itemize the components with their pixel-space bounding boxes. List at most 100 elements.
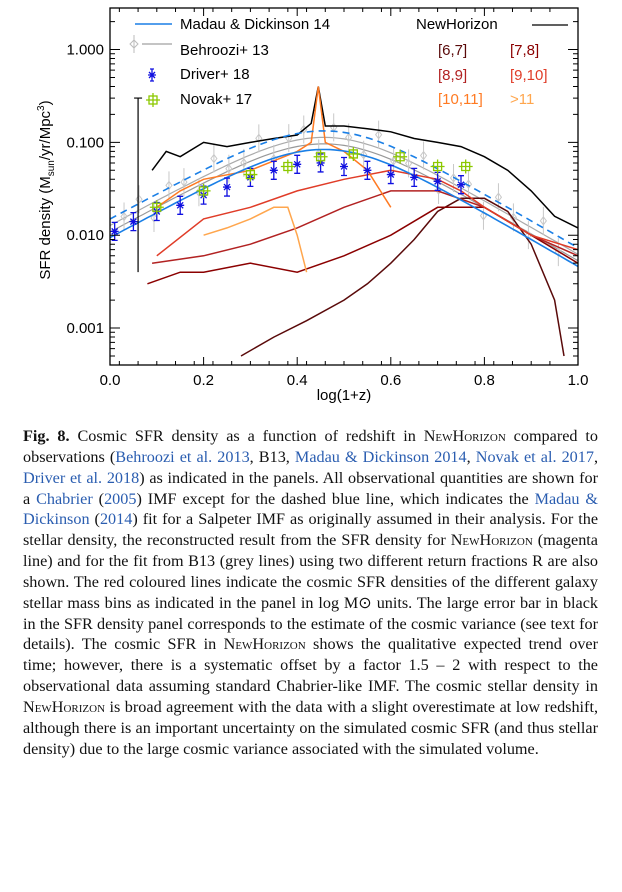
legend-driver-marker [148,68,156,82]
axes: 0.0 0.2 0.4 0.6 0.8 1.0 1.000 0.100 0.010 0.001 [66,8,588,389]
series-line-910 [156,169,578,257]
x-tick-label: 1.0 [568,372,589,389]
driver-point [176,195,185,215]
legend-novak-marker [146,93,160,107]
x-tick-label: 0.4 [287,372,308,389]
behroozi-point [464,170,473,199]
caption-text: , B13, [249,447,295,466]
novak-point [346,146,361,161]
caption-newhorizon: NewHorizon [223,635,306,654]
plot-area [110,86,578,357]
driver-point [293,154,302,174]
series-line-67 [240,197,565,357]
legend-novak-box [148,95,158,105]
driver-point [363,160,372,180]
y-tick-label: 0.010 [66,227,104,244]
ref-madau[interactable]: Madau & Dickinson [23,489,599,529]
novak-point [393,149,408,164]
driver-point [223,177,231,197]
behroozi-point [539,206,547,235]
behroozi-point [165,171,173,200]
novak-point [243,167,258,182]
y-tick-label: 0.100 [66,134,104,151]
behroozi-point [210,144,218,173]
behroozi-point [180,168,188,197]
x-tick-label: 0.6 [380,372,401,389]
legend: Madau & Dickinson 14 Behroozi+ 13 Driver… [129,16,568,108]
driver-point [433,171,442,192]
y-tick-label: 0.001 [66,320,104,337]
series-line-NewHorizon [151,86,578,229]
driver-point [340,156,348,177]
behroozi-fit-line [110,136,578,255]
plot-frame [109,7,579,366]
novak-point [280,159,295,174]
legend-bin-8-9: [8,9] [438,67,467,84]
caption-label: Fig. 8. [23,427,70,445]
behroozi-point [120,202,128,231]
legend-bin-10-11: [10,11] [438,91,483,108]
driver-point [269,160,278,180]
behroozi-point [375,120,383,149]
series-line-11 [203,206,308,273]
legend-driver: Driver+ 18 [180,66,250,83]
driver-point [110,221,119,242]
y-tick-label: 1.000 [66,42,104,59]
legend-newhorizon: NewHorizon [416,16,498,33]
series-line-89 [151,190,578,264]
caption-text: is broad agreement with the data with a … [23,697,598,758]
caption-text: Cosmic SFR density as a function of reds… [69,427,424,445]
novak-point [430,159,445,174]
caption-newhorizon: NewHorizon [23,697,106,716]
sfr-density-chart: 0.0 0.2 0.4 0.6 0.8 1.0 1.000 0.100 0.010 0.001 l… [36,7,588,404]
behroozi-point [345,123,353,152]
driver-point [457,175,465,195]
caption-newhorizon: NewHorizon [450,531,533,550]
madau-salpeter-dashed-line [110,130,578,249]
behroozi-point [135,185,143,214]
legend-bin-gt11: >11 [510,91,534,108]
novak-point [196,183,211,198]
caption-text: compared to observations ( [23,427,598,466]
caption-text: ) fit for a Salpeter IMF as originally a… [23,510,599,550]
legend-bin-9-10: [9,10] [510,67,548,84]
series-group [110,86,578,357]
caption-newhorizon: NewHorizon [423,427,506,445]
legend-bin-7-8: [7,8] [510,42,539,59]
ref-chabrier[interactable]: Chabrier [36,489,93,508]
ref-madau-2014[interactable]: Madau & Dickinson 2014 [294,447,467,466]
ref-behroozi-2013[interactable]: Behroozi et al. 2013 [115,447,250,466]
madau-chabrier-line [110,148,578,268]
figure-caption: Fig. 8. Cosmic SFR density as a function… [23,426,598,760]
novak-point [149,200,164,215]
novak-point [313,149,328,164]
caption-text: ( [89,510,100,529]
x-axis-label: log(1+z) [317,387,372,404]
caption-text: (magenta line) and for the fit from B13 … [23,531,598,654]
driver-point [129,211,138,232]
ref-novak-2017[interactable]: Novak et al. 2017 [475,447,594,466]
caption-text: ( [92,489,105,508]
ref-chabrier-year[interactable]: 2005 [104,489,137,508]
x-tick-label: 0.0 [100,372,121,389]
behroozi-point [419,141,428,170]
ref-madau-year[interactable]: 2014 [99,510,133,529]
y-axis-label: SFR density (Msun/yr/Mpc3) [36,100,57,279]
driver-point [386,164,395,185]
legend-bin-6-7: [6,7] [438,42,467,59]
ref-driver-2018[interactable]: Driver et al. 2018 [23,468,140,487]
caption-text: , [593,447,598,466]
caption-text: , [466,447,476,466]
legend-novak: Novak+ 17 [180,91,252,108]
behroozi-point [255,124,263,153]
cosmic-variance-errorbar [134,97,143,273]
caption-text: shows the qualitative expected trend ove… [23,635,598,696]
caption-text: ) as indicated in the panels. All observ… [23,468,598,508]
x-tick-label: 0.2 [193,372,214,389]
legend-madau: Madau & Dickinson 14 [180,16,330,33]
legend-behroozi: Behroozi+ 13 [180,42,269,59]
novak-point [458,159,473,174]
caption-text: ) IMF except for the dashed blue line, w… [136,489,535,508]
driver-point [410,167,419,187]
x-tick-label: 0.8 [474,372,495,389]
